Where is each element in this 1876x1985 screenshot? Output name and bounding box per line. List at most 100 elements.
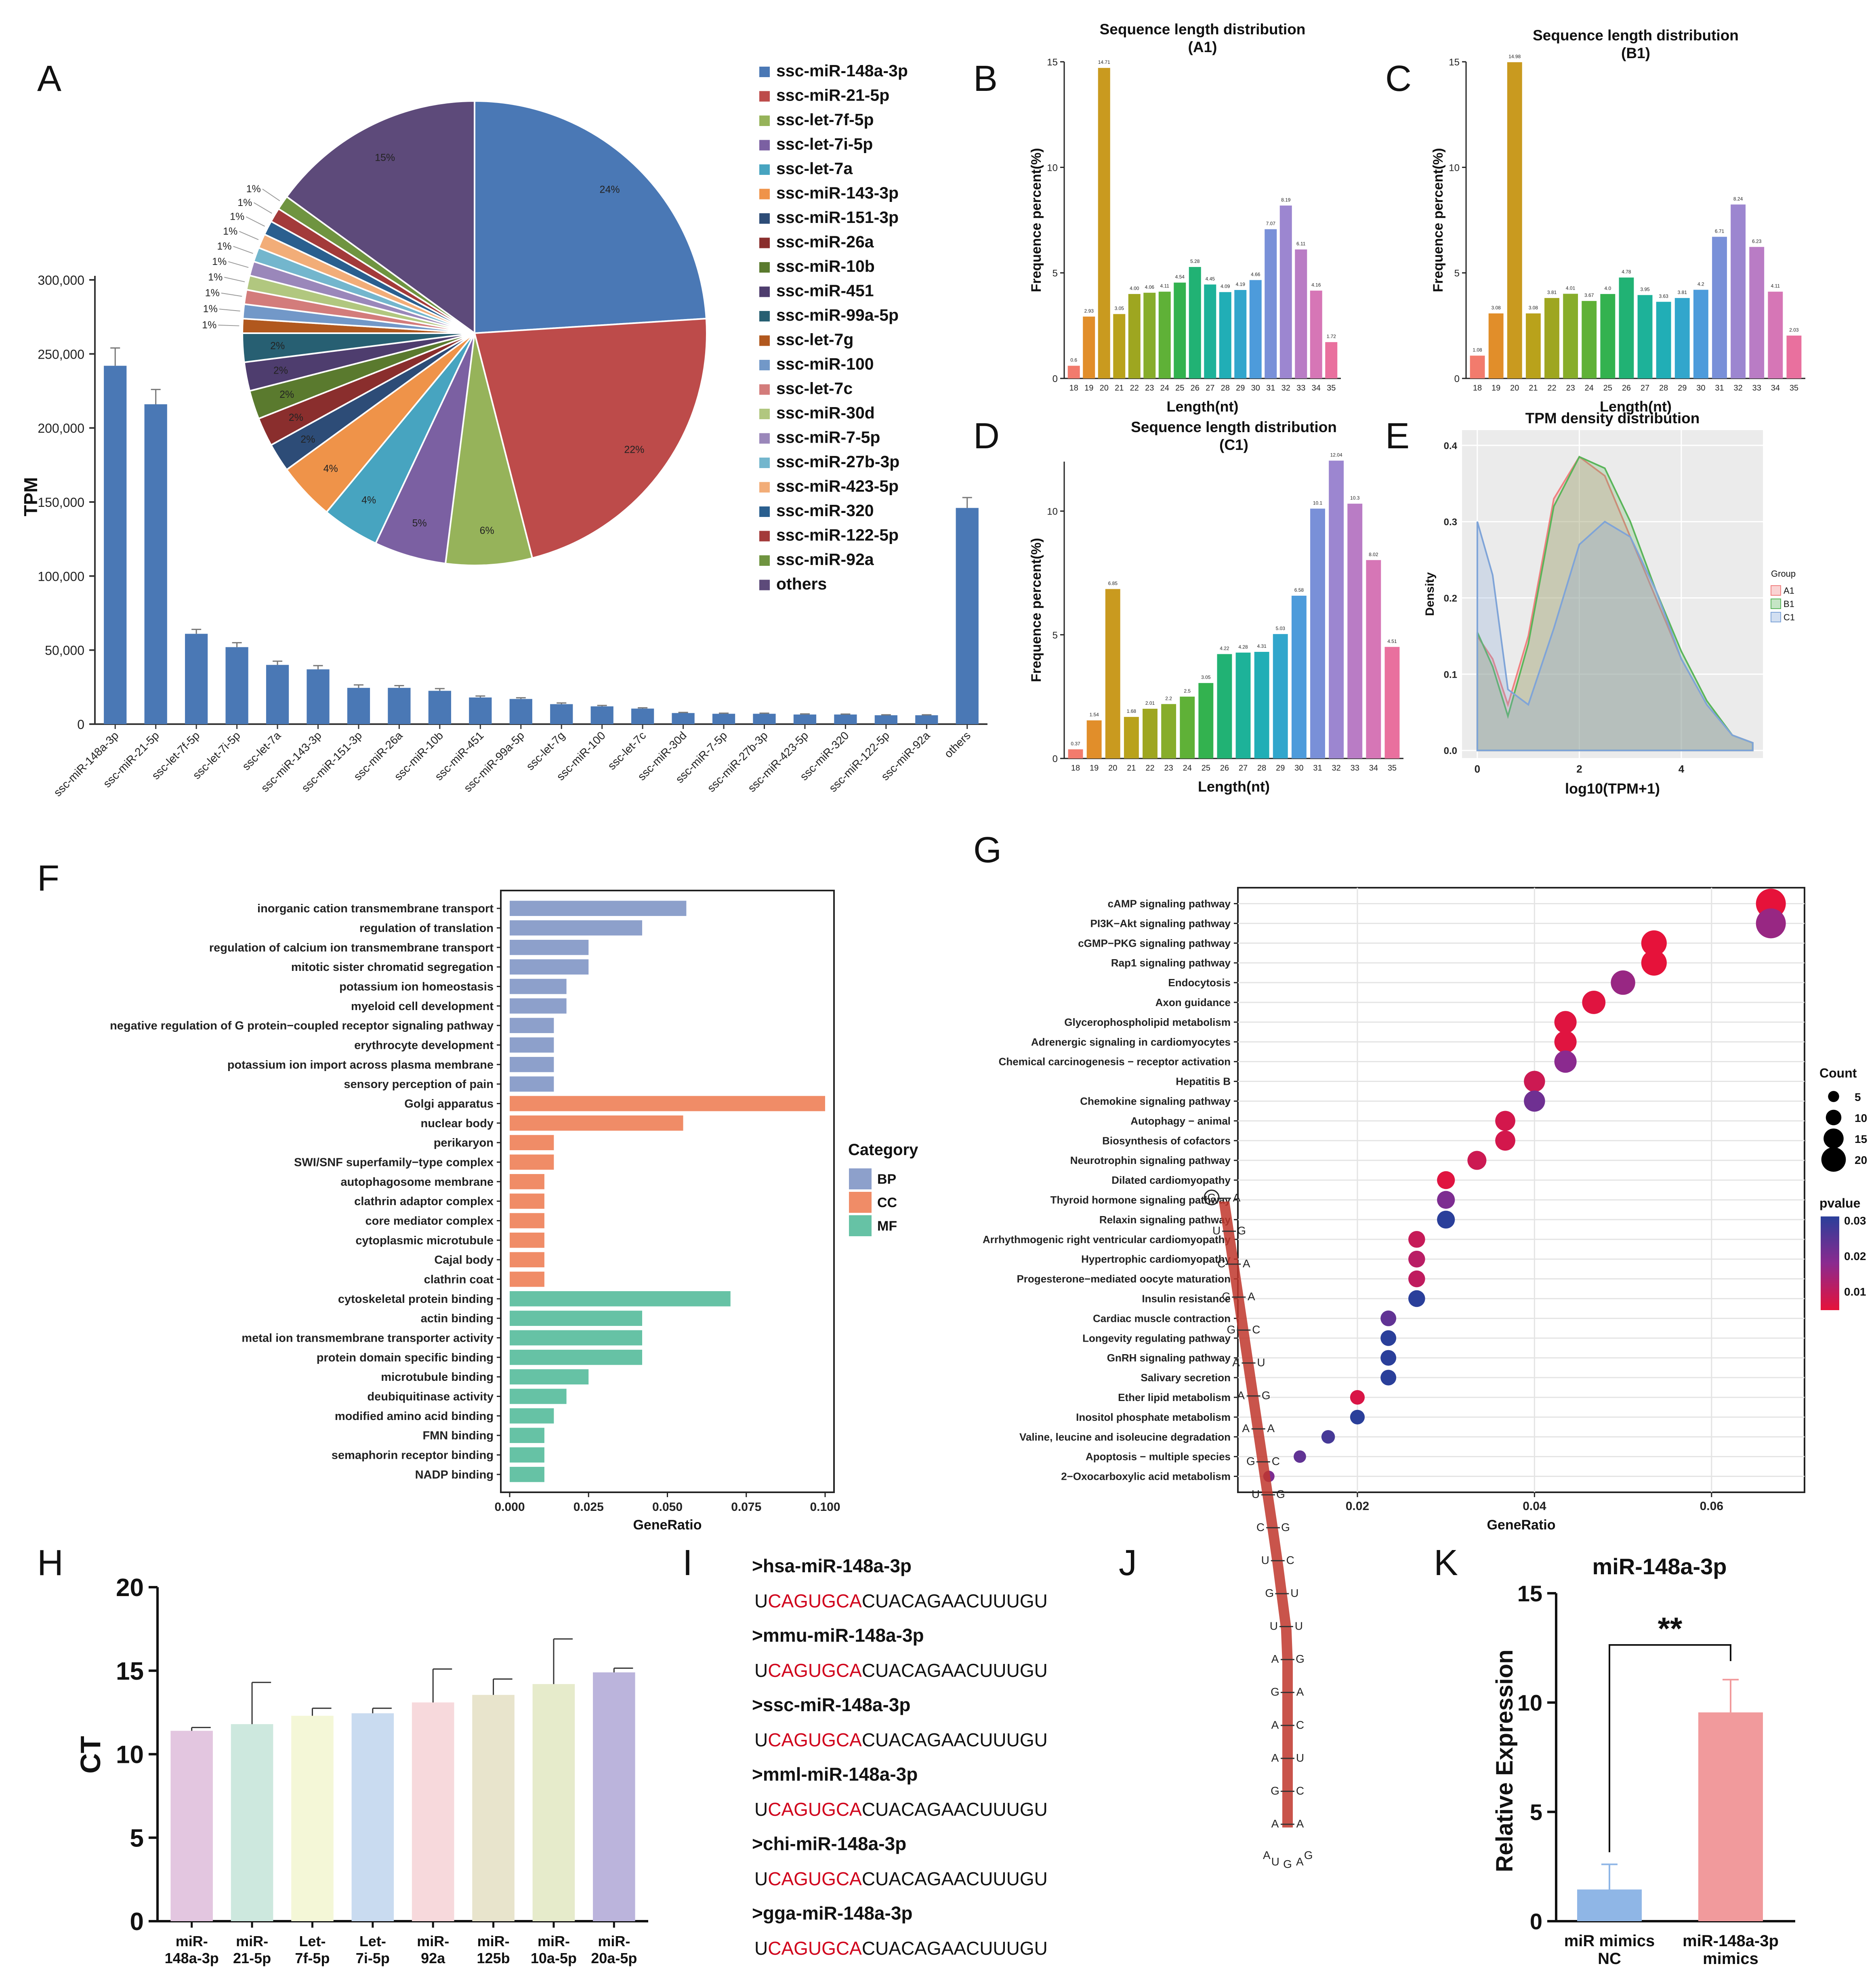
f-x-tick-label: 0.100 (810, 1500, 840, 1514)
panel-label-j: J (1119, 1543, 1137, 1583)
gB-x-tick-label: 26 (1191, 384, 1200, 393)
pie-slice-ssc-mir-21-5p (473, 317, 708, 559)
gD-bar-value: 0.37 (1071, 741, 1080, 746)
g-y-tick-label: Rap1 signaling pathway (1111, 957, 1231, 969)
gC-bar-27 (1637, 295, 1653, 378)
gD-bar-value: 5.03 (1276, 626, 1286, 631)
panel-label-e: E (1385, 416, 1410, 456)
a-bar-others (956, 508, 979, 724)
e-x-tick-label: 0 (1475, 763, 1480, 775)
g-size-legend-label: 15 (1855, 1133, 1867, 1145)
gB-x-tick-label: 33 (1296, 384, 1305, 393)
g-dot-chemokine-signaling-pathway (1524, 1090, 1545, 1112)
gD-bar-22 (1143, 708, 1158, 758)
gB-bar-value: 0.6 (1070, 357, 1077, 363)
j-base: A (1248, 1290, 1255, 1303)
i-seq-seed: CAGUGCA (768, 1590, 862, 1611)
gB-x-tick-label: 32 (1281, 384, 1290, 393)
gD-bar-27 (1235, 652, 1251, 758)
k-significance-label: ** (1658, 1611, 1683, 1646)
a-y-tick-label: 150,000 (38, 495, 84, 510)
gC-y-tick-label: 5 (1454, 268, 1460, 279)
pie-pct-label: 2% (289, 412, 303, 423)
gC-bar-19 (1488, 313, 1504, 378)
f-y-tick-label: cytoskeletal protein binding (338, 1293, 494, 1306)
j-base: A (1271, 1653, 1279, 1665)
j-base: A (1296, 1686, 1304, 1698)
a-bar-ssc-mir-143-3p (307, 669, 330, 724)
e-legend-label: B1 (1784, 599, 1794, 609)
pie-legend-label: ssc-miR-451 (776, 281, 874, 300)
pie-slice-others (286, 100, 475, 335)
pie-legend-swatch (759, 335, 770, 346)
g-size-legend-title: Count (1819, 1066, 1857, 1080)
g-dot-cardiac-muscle-contraction (1380, 1310, 1397, 1326)
g-y-tick-label: Glycerophospholipid metabolism (1064, 1016, 1231, 1028)
j-base: U (1252, 1488, 1260, 1500)
h-y-axis-label: CT (75, 1736, 106, 1773)
h-x-tick-label: Let- (359, 1933, 386, 1949)
k-x-tick-label: miR mimics (1564, 1932, 1655, 1950)
pie-pct-label: 2% (270, 340, 285, 352)
f-bar-myeloid-cell-development (510, 998, 567, 1014)
g-dot-apoptosis-multiple-species (1294, 1450, 1306, 1463)
e-x-tick-label: 4 (1679, 763, 1685, 775)
gC-x-axis-label: Length(nt) (1600, 398, 1672, 415)
g-size-legend-dot (1828, 1091, 1839, 1102)
gD-bar-24 (1180, 696, 1195, 758)
g-x-tick-label: 0.06 (1700, 1500, 1723, 1513)
h-x-tick-label: 21-5p (233, 1950, 271, 1966)
pie-legend-swatch (759, 360, 770, 370)
gD-bar-value: 12.04 (1330, 452, 1342, 458)
gD-bar-value: 6.58 (1294, 587, 1304, 593)
gD-bar-value: 1.54 (1089, 712, 1099, 718)
j-base: G (1271, 1686, 1279, 1698)
a-bar-ssc-let-7c (631, 708, 654, 724)
gD-x-tick-label: 20 (1108, 764, 1117, 773)
f-bar-clathrin-adaptor-complex (510, 1193, 544, 1209)
gB-bar-34 (1310, 290, 1322, 378)
g-dot-thyroid-hormone-signaling-pathway (1437, 1191, 1455, 1209)
g-dot-hepatitis-b (1524, 1071, 1545, 1092)
gD-bar-21 (1124, 717, 1139, 758)
gC-x-tick-label: 31 (1715, 384, 1724, 393)
e-legend-swatch (1771, 585, 1781, 596)
e-y-tick-label: 0.1 (1444, 669, 1457, 680)
h-bar-mir-20a-5p (593, 1672, 635, 1921)
panel-c: Sequence length distribution(B1) 0 5 10 15 Fr… (1431, 27, 1805, 415)
pie-leader-line (221, 292, 242, 297)
pie-pct-label: 1% (237, 197, 252, 208)
g-dot-endocytosis (1611, 970, 1635, 995)
a-bar-ssc-mir-423-5p (793, 714, 817, 724)
f-bar-regulation-of-calcium-ion-transmembrane-transport (510, 939, 589, 955)
f-y-tick-label: SWI/SNF superfamily−type complex (294, 1156, 494, 1169)
i-seq-rest: CUACAGAACUUUGU (862, 1590, 1048, 1611)
gD-x-tick-label: 27 (1239, 764, 1248, 773)
j-base: A (1271, 1752, 1279, 1764)
a-bar-ssc-mir-21-5p (144, 404, 167, 724)
gB-bar-30 (1249, 280, 1262, 378)
g-y-tick-label: Relaxin signaling pathway (1099, 1214, 1231, 1226)
gB-bar-32 (1279, 205, 1292, 378)
pie-pct-label: 4% (361, 495, 376, 506)
pie-legend-swatch (759, 458, 770, 468)
g-color-legend-label: 0.01 (1844, 1286, 1866, 1298)
j-five-prime-marker (1204, 1189, 1220, 1206)
gD-x-tick-label: 24 (1183, 764, 1192, 773)
pie-legend-label: ssc-miR-423-5p (776, 477, 899, 496)
g-y-tick-label: Endocytosis (1168, 977, 1231, 989)
f-y-tick-label: regulation of calcium ion transmembrane … (209, 941, 494, 954)
gC-x-tick-label: 35 (1790, 384, 1798, 393)
f-bar-sensory-perception-of-pain (510, 1076, 554, 1092)
gC-x-tick-label: 22 (1547, 384, 1556, 393)
a-bar-ssc-mir-10b (428, 691, 451, 724)
gC-bar-value: 3.95 (1640, 287, 1650, 292)
g-dot-adrenergic-signaling-in-cardiomyocytes (1554, 1031, 1577, 1053)
gD-bar-value: 1.68 (1127, 708, 1137, 714)
j-base: U (1270, 1620, 1278, 1632)
gD-y-axis-label: Frequence percent(%) (1029, 538, 1044, 682)
pie-legend-label: ssc-miR-143-3p (776, 184, 899, 202)
f-legend-label: CC (877, 1195, 897, 1210)
g-y-tick-label: Apoptosis − multiple species (1086, 1451, 1231, 1463)
panel-i: >hsa-miR-148a-3pUCAGUGCACUACAGAACUUUGU>m… (752, 1555, 1048, 1959)
